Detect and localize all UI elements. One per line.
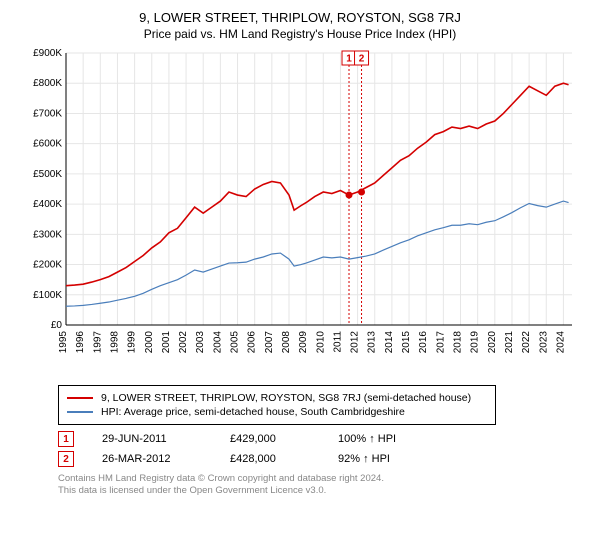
svg-text:2018: 2018 (453, 331, 464, 354)
svg-text:2005: 2005 (230, 331, 241, 354)
svg-text:£800K: £800K (33, 78, 62, 89)
svg-text:2003: 2003 (195, 331, 206, 354)
svg-text:£100K: £100K (33, 290, 62, 301)
svg-text:2017: 2017 (435, 331, 446, 354)
svg-text:1996: 1996 (75, 331, 86, 354)
events-table: 1 29-JUN-2011 £429,000 100% ↑ HPI 2 26-MAR-20… (58, 431, 588, 467)
legend-label: 9, LOWER STREET, THRIPLOW, ROYSTON, SG8 … (101, 392, 471, 404)
svg-text:2008: 2008 (281, 331, 292, 354)
svg-text:£200K: £200K (33, 260, 62, 271)
legend-label: HPI: Average price, semi-detached house,… (101, 406, 405, 418)
event-pct: 100% ↑ HPI (338, 433, 396, 445)
legend-swatch (67, 397, 93, 399)
svg-text:1995: 1995 (58, 331, 69, 354)
svg-text:2021: 2021 (504, 331, 515, 354)
svg-text:2024: 2024 (555, 331, 566, 354)
svg-text:£700K: £700K (33, 108, 62, 119)
svg-text:2023: 2023 (538, 331, 549, 354)
svg-text:2013: 2013 (367, 331, 378, 354)
svg-text:2010: 2010 (315, 331, 326, 354)
svg-text:1998: 1998 (109, 331, 120, 354)
footnote-line1: Contains HM Land Registry data © Crown c… (58, 473, 588, 485)
svg-text:1997: 1997 (92, 331, 103, 354)
event-number-box: 1 (58, 431, 74, 447)
svg-text:2009: 2009 (298, 331, 309, 354)
svg-text:£500K: £500K (33, 169, 62, 180)
svg-text:2020: 2020 (487, 331, 498, 354)
event-row: 1 29-JUN-2011 £429,000 100% ↑ HPI (58, 431, 588, 447)
svg-text:£900K: £900K (33, 48, 62, 59)
footnote-line2: This data is licensed under the Open Gov… (58, 485, 588, 497)
svg-text:2000: 2000 (144, 331, 155, 354)
svg-text:2002: 2002 (178, 331, 189, 354)
svg-text:2016: 2016 (418, 331, 429, 354)
legend-swatch (67, 411, 93, 413)
chart-subtitle: Price paid vs. HM Land Registry's House … (12, 27, 588, 41)
svg-text:2014: 2014 (384, 331, 395, 354)
svg-text:2015: 2015 (401, 331, 412, 354)
svg-text:2012: 2012 (350, 331, 361, 354)
svg-text:£600K: £600K (33, 139, 62, 150)
legend-item: HPI: Average price, semi-detached house,… (67, 406, 487, 418)
event-price: £428,000 (230, 453, 310, 465)
svg-text:2006: 2006 (247, 331, 258, 354)
svg-text:2: 2 (359, 54, 365, 65)
svg-text:2001: 2001 (161, 331, 172, 354)
event-date: 29-JUN-2011 (102, 433, 202, 445)
event-price: £429,000 (230, 433, 310, 445)
svg-text:2004: 2004 (212, 331, 223, 354)
legend-item: 9, LOWER STREET, THRIPLOW, ROYSTON, SG8 … (67, 392, 487, 404)
event-row: 2 26-MAR-2012 £428,000 92% ↑ HPI (58, 451, 588, 467)
svg-text:2011: 2011 (332, 331, 343, 353)
chart-title: 9, LOWER STREET, THRIPLOW, ROYSTON, SG8 … (12, 10, 588, 25)
event-date: 26-MAR-2012 (102, 453, 202, 465)
svg-text:2019: 2019 (470, 331, 481, 354)
chart: £0 £100K £200K £300K £400K £500K £600K £700K £80… (20, 47, 580, 377)
svg-text:2007: 2007 (264, 331, 275, 354)
svg-text:£0: £0 (51, 320, 63, 331)
svg-text:2022: 2022 (521, 331, 532, 354)
svg-text:£400K: £400K (33, 199, 62, 210)
footnote: Contains HM Land Registry data © Crown c… (58, 473, 588, 498)
svg-text:1999: 1999 (127, 331, 138, 354)
svg-text:1: 1 (346, 54, 352, 65)
legend: 9, LOWER STREET, THRIPLOW, ROYSTON, SG8 … (58, 385, 496, 425)
event-number-box: 2 (58, 451, 74, 467)
event-pct: 92% ↑ HPI (338, 453, 390, 465)
svg-text:£300K: £300K (33, 229, 62, 240)
